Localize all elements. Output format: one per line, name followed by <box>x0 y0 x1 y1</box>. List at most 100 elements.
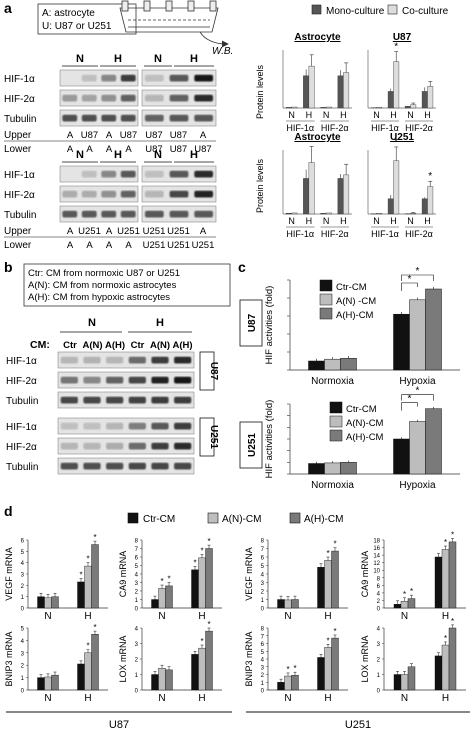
cond-label-h: H <box>114 53 122 65</box>
blot-band <box>83 422 101 430</box>
significance-star: * <box>444 634 447 643</box>
legend-swatch-an <box>207 512 219 524</box>
bar-mono <box>320 213 327 215</box>
x-tick-label: Hypoxia <box>399 376 436 387</box>
lane-label: Ctr <box>131 340 145 351</box>
y-axis-label: CA9 mRNA <box>360 551 370 598</box>
significance-star: * <box>93 623 96 632</box>
blot-band <box>169 94 189 102</box>
lane-label: A(H) <box>172 340 192 351</box>
significance-star: * <box>200 637 203 646</box>
y-tick-label: 7 <box>135 547 139 553</box>
cell-label: U251 <box>208 425 219 449</box>
blot-band <box>60 356 78 364</box>
blot-row <box>57 351 195 369</box>
bar-0 <box>277 599 285 609</box>
significance-star: * <box>451 617 454 626</box>
mrna-chart: VEGF mRNA 0 1 2 3 4 5 6 7 8 N * * H <box>244 539 348 622</box>
x-tick-label: H <box>84 611 91 622</box>
x-tick-label: Normoxia <box>311 376 354 387</box>
bar-1 <box>198 557 206 609</box>
bar-1 <box>441 644 450 691</box>
cond-label-h: H <box>156 317 164 329</box>
blot-band <box>151 356 169 364</box>
blot-band <box>144 114 164 122</box>
cell-label-box <box>199 351 215 391</box>
y-tick-label: 4 <box>21 561 25 567</box>
blot-left-frame <box>59 89 139 107</box>
bar-0 <box>308 463 325 475</box>
lower-lane-label: A <box>125 240 132 251</box>
cell-label: U251 <box>247 433 258 457</box>
blot-band <box>174 396 192 404</box>
lower-lane-label: A <box>86 240 93 251</box>
x-tick-label: N <box>158 693 165 704</box>
y-axis-label: LOX mRNA <box>360 635 370 682</box>
panel-d-legend: Ctr-CM A(N)-CM A(H)-CM <box>127 512 343 525</box>
legend-swatch-ah <box>289 512 301 524</box>
bar-2 <box>91 634 99 691</box>
bar-1 <box>158 588 166 609</box>
y-tick-label: 7 <box>261 634 265 640</box>
x-tick-label: N <box>407 216 414 226</box>
bar-co <box>343 72 350 109</box>
y-tick-label: 1 <box>135 673 139 679</box>
y-tick-label: 0 <box>21 607 25 613</box>
blot-band <box>101 190 117 198</box>
blot-band <box>128 376 146 384</box>
x-tick-label: H <box>306 216 313 226</box>
blot-band <box>106 442 124 450</box>
blot-band <box>62 114 78 122</box>
x-tick-label: H <box>424 216 431 226</box>
blot-band <box>120 94 136 102</box>
bar-0 <box>151 599 159 609</box>
bar-1 <box>324 462 341 475</box>
lower-lane-label: U251 <box>143 240 166 251</box>
blot-band <box>120 190 136 198</box>
blot-right <box>141 89 217 107</box>
band-label: Tubulin <box>6 396 38 407</box>
panel-a-ylabel-top: Protein levels <box>255 64 265 119</box>
bar-2 <box>51 674 59 691</box>
bar-1 <box>44 597 52 609</box>
blot-left <box>59 69 139 87</box>
bar-co <box>427 86 434 109</box>
significance-star: * <box>416 386 420 397</box>
blot-band <box>128 356 146 364</box>
blot-band <box>174 422 192 430</box>
transwell-plate-diagram <box>119 0 229 48</box>
y-tick-label: 5 <box>261 650 265 656</box>
panel-c-charts: U87 HIF activities (fold)Normoxia Hypoxia*… <box>239 266 460 491</box>
blot-left <box>59 109 139 127</box>
blot-band <box>106 356 124 364</box>
cell-label: U87 <box>247 313 258 332</box>
cell-label-box <box>199 417 215 457</box>
upper-lane-label: A <box>106 226 113 237</box>
group-label: HIF-1α <box>371 123 399 133</box>
blot-band <box>81 190 97 198</box>
bar-1 <box>324 358 341 371</box>
band-label: Tubulin <box>4 210 36 221</box>
bar-0 <box>77 663 85 691</box>
bar-2 <box>51 596 59 609</box>
blot-band <box>101 170 117 178</box>
significance-star: * <box>86 642 89 651</box>
bar-1 <box>158 668 166 691</box>
y-tick-label: 1 <box>261 681 265 687</box>
bar-mono <box>337 178 344 215</box>
blot-band <box>62 94 78 102</box>
y-axis-label: CA9 mRNA <box>118 551 128 598</box>
bar-0 <box>434 556 443 609</box>
significance-star: * <box>79 571 82 580</box>
blot-row <box>57 437 195 455</box>
legend-line-u87-u251: U: U87 or U251 <box>42 21 112 32</box>
bar-0 <box>191 654 199 691</box>
x-tick-label: N <box>323 216 330 226</box>
bar-0 <box>191 569 199 609</box>
y-tick-label: 3 <box>135 581 139 587</box>
blot-band <box>144 94 164 102</box>
y-tick-label: 4 <box>377 591 381 597</box>
chart-title: Astrocyte <box>294 32 341 43</box>
upper-lane-label: U87 <box>170 130 187 141</box>
legend-label: A(N)-CM <box>346 418 384 429</box>
